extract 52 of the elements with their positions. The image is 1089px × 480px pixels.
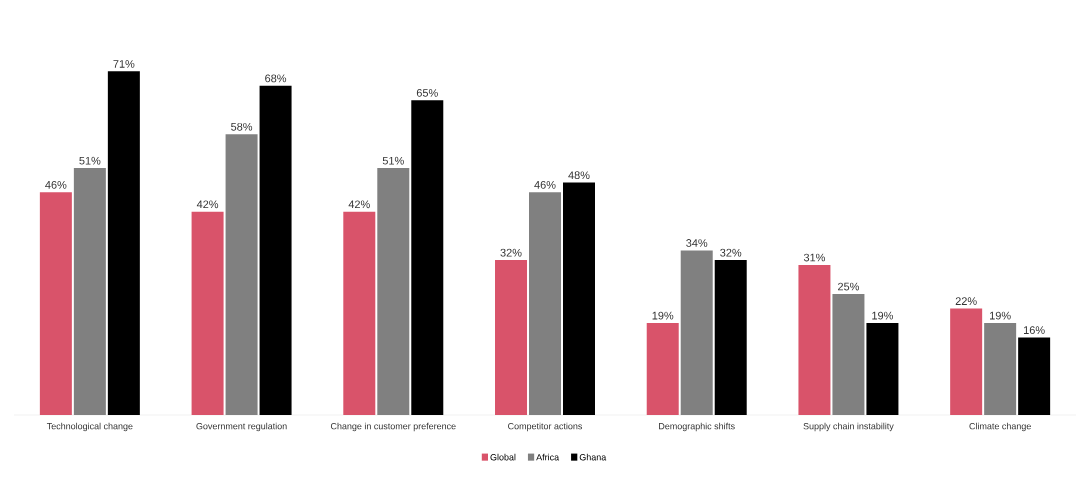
x-tick-label: Change in customer preference — [330, 422, 456, 432]
data-label: 16% — [1024, 326, 1045, 335]
bar — [798, 264, 831, 415]
data-label: 65% — [416, 89, 438, 97]
bar — [832, 293, 865, 415]
data-label: 46% — [45, 181, 67, 189]
bar — [495, 260, 528, 415]
x-tick-label: Technological change — [46, 422, 133, 432]
data-label: 71% — [113, 60, 135, 68]
data-label: 32% — [500, 248, 522, 257]
bar — [529, 192, 561, 415]
data-label: 25% — [838, 282, 859, 291]
data-label: 42% — [348, 200, 370, 209]
data-label: 19% — [990, 311, 1011, 320]
data-label: 51% — [79, 156, 101, 165]
x-tick-label: Government regulation — [196, 422, 287, 432]
bar — [866, 323, 899, 415]
bar — [73, 168, 106, 415]
data-label: 68% — [265, 74, 287, 83]
legend-label: Global — [490, 453, 516, 461]
bar — [1018, 337, 1051, 415]
data-label: 46% — [534, 181, 556, 189]
data-label: 42% — [196, 200, 219, 209]
data-label: 51% — [382, 156, 404, 165]
bar — [646, 323, 679, 415]
bar — [377, 168, 410, 415]
bar — [343, 211, 376, 415]
data-label: 31% — [803, 253, 826, 262]
x-tick-label: Demographic shifts — [659, 422, 735, 432]
bar — [984, 323, 1017, 415]
bar — [107, 71, 140, 415]
data-label: 34% — [686, 239, 708, 247]
bar — [225, 134, 258, 415]
bar — [714, 260, 747, 415]
bar — [950, 308, 983, 415]
bar — [563, 182, 595, 415]
legend-label: Africa — [536, 453, 560, 461]
data-label: 58% — [231, 122, 253, 131]
data-label: 22% — [955, 297, 977, 305]
data-label: 19% — [652, 311, 674, 320]
data-label: 19% — [872, 311, 893, 320]
bar — [680, 250, 713, 415]
bar — [259, 85, 292, 415]
legend-label: Ghana — [579, 453, 607, 461]
data-label: 48% — [568, 171, 590, 180]
x-tick-label: Competitor actions — [508, 422, 583, 432]
bar — [191, 211, 224, 415]
data-label: 32% — [720, 248, 742, 257]
bar — [39, 192, 72, 415]
x-tick-label: Climate change — [969, 422, 1031, 432]
bar — [411, 100, 444, 415]
x-tick-label: Supply chain instability — [803, 422, 894, 432]
